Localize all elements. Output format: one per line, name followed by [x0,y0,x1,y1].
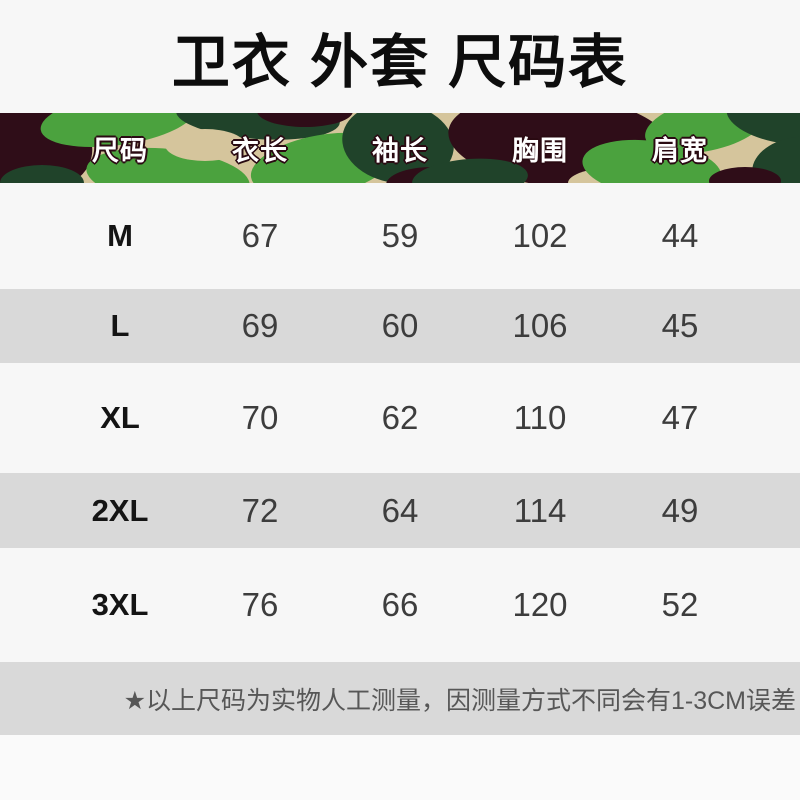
value-cell: 120 [512,586,568,623]
value-cell: 47 [661,399,699,436]
table-row-l: L 69 60 106 45 [0,289,800,363]
value-cell: 114 [513,491,567,529]
size-cell: 2XL [91,492,149,528]
value-cell: 66 [381,586,419,623]
header-cell-length: 衣长 [232,135,288,166]
header-cell-sleeve: 袖长 [372,135,428,166]
value-cell: 67 [241,217,279,254]
value-cell: 52 [661,586,699,623]
size-cell: 3XL [91,587,149,622]
value-cell: 72 [241,491,279,529]
value-cell: 62 [381,399,419,436]
table-row-2xl: 2XL 72 64 114 49 [0,473,800,548]
value-cell: 70 [241,399,279,436]
size-cell: M [107,218,133,253]
header-cell-shoulder: 肩宽 [652,135,708,166]
table-row-3xl: 3XL 76 66 120 52 [0,548,800,662]
size-cell: L [110,308,130,343]
page-title: 卫衣 外套 尺码表 [171,29,629,95]
header-cell-chest: 胸围 [512,135,568,166]
value-cell: 69 [241,307,279,344]
value-cell: 44 [661,217,699,254]
value-cell: 60 [381,307,419,344]
value-cell: 59 [381,217,419,254]
value-cell: 64 [381,491,419,529]
table-row-xl: XL 70 62 110 47 [0,363,800,473]
footnote-band: ★以上尺码为实物人工测量，因测量方式不同会有1-3CM误差 [0,662,800,735]
header-cell-size: 尺码 [92,135,148,166]
value-cell: 76 [241,586,279,623]
measurement-note: ★以上尺码为实物人工测量，因测量方式不同会有1-3CM误差 [123,686,796,715]
value-cell: 102 [512,217,568,254]
value-cell: 110 [513,399,567,436]
table-row-m: M 67 59 102 44 [0,183,800,289]
bottom-spacer [0,735,800,800]
title-band: 卫衣 外套 尺码表 [0,0,800,113]
value-cell: 106 [512,307,568,344]
value-cell: 49 [661,491,699,529]
table-header-row: 尺码 衣长 袖长 胸围 肩宽 [0,113,800,183]
camo-pattern [0,113,800,183]
value-cell: 45 [661,307,699,344]
size-cell: XL [100,400,140,435]
